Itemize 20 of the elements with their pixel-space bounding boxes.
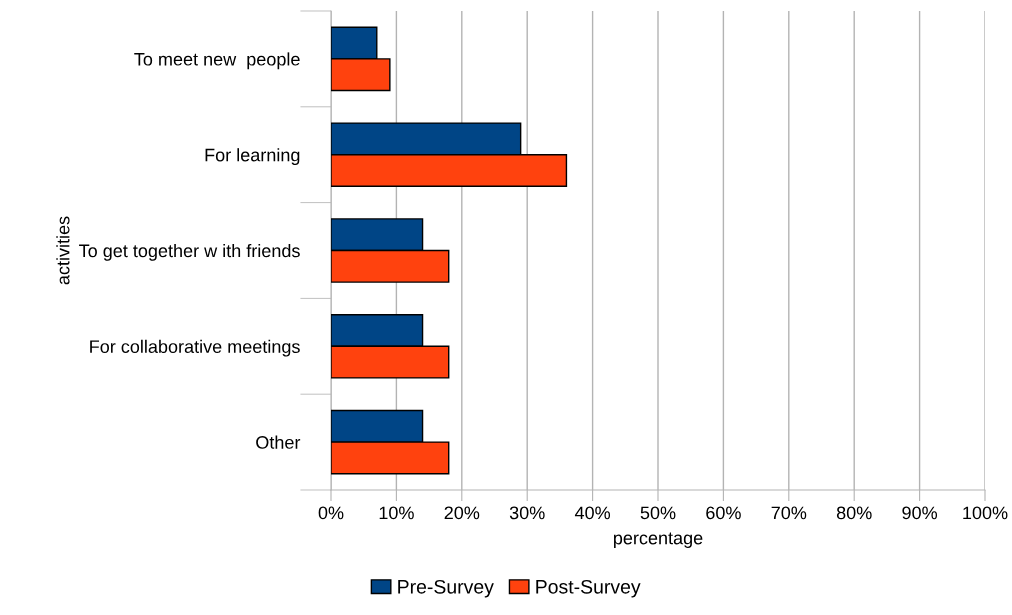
x-tick-label: 90% bbox=[902, 506, 938, 520]
y-tick-label: For collaborative meetings bbox=[90, 339, 300, 357]
legend-label: Post-Survey bbox=[536, 579, 641, 598]
x-tick-label: 100% bbox=[963, 506, 1008, 520]
x-tick-label: 0% bbox=[318, 506, 344, 520]
x-tick-label: 80% bbox=[836, 506, 872, 520]
y-axis-title: activities bbox=[56, 216, 70, 285]
x-tick-label: 20% bbox=[444, 506, 480, 520]
y-tick-label: For learning bbox=[205, 148, 300, 165]
x-tick-label: 50% bbox=[640, 506, 676, 520]
y-tick-label: To get together w ith friends bbox=[79, 243, 300, 261]
x-axis-title: percentage bbox=[614, 532, 703, 548]
y-tick-label: Other bbox=[256, 435, 301, 449]
x-tick-label: 60% bbox=[706, 506, 741, 520]
x-tick-label: 70% bbox=[771, 506, 807, 520]
x-tick-label: 40% bbox=[574, 506, 611, 520]
legend-label: Pre-Survey bbox=[398, 579, 494, 598]
y-tick-label: To meet new people bbox=[134, 52, 300, 70]
x-tick-label: 30% bbox=[509, 506, 545, 520]
x-tick-label: 10% bbox=[379, 506, 414, 520]
